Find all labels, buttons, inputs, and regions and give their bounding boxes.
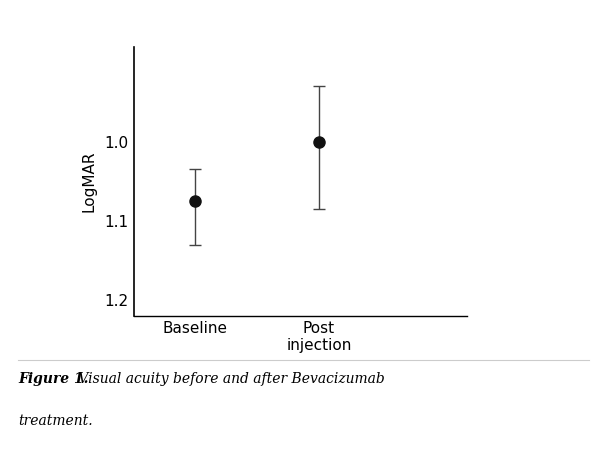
Text: Visual acuity before and after Bevacizumab: Visual acuity before and after Bevacizum… xyxy=(74,372,385,386)
Text: treatment.: treatment. xyxy=(18,414,93,428)
Y-axis label: LogMAR: LogMAR xyxy=(81,151,97,212)
Text: Figure 1.: Figure 1. xyxy=(18,372,89,386)
